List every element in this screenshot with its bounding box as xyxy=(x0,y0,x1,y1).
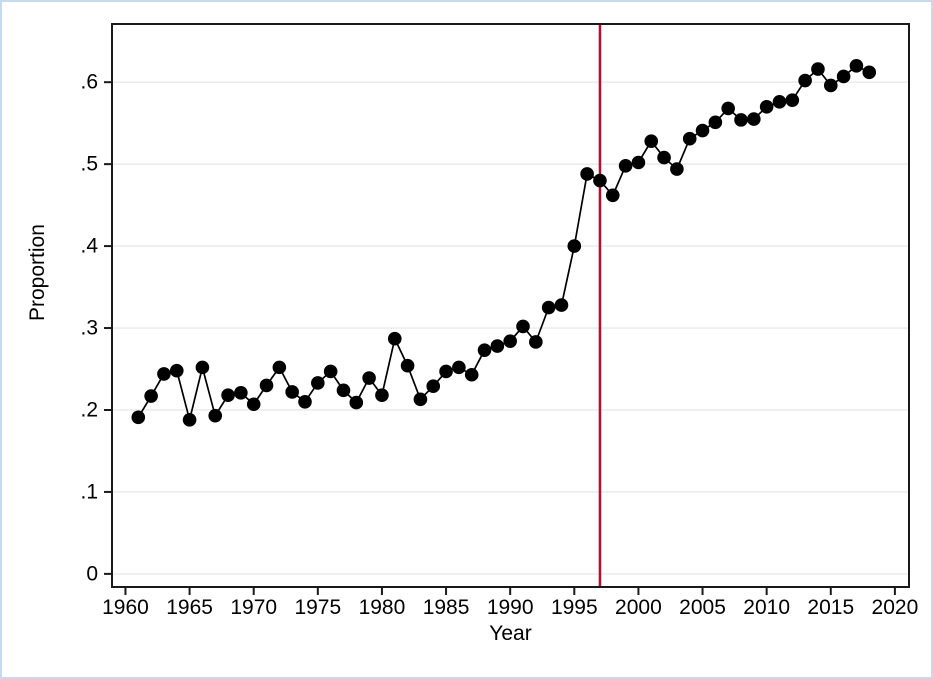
x-tick-label-2000: 2000 xyxy=(615,596,662,619)
x-tick-label-1995: 1995 xyxy=(551,596,598,619)
data-point-1995 xyxy=(567,239,582,253)
x-tick-label-2020: 2020 xyxy=(872,596,919,619)
y-axis-title: Proportion xyxy=(26,224,49,321)
data-point-1986 xyxy=(452,360,466,375)
data-point-1963 xyxy=(157,367,171,381)
data-point-2003 xyxy=(670,162,684,176)
data-point-1968 xyxy=(221,388,235,403)
data-point-1993 xyxy=(541,300,556,315)
data-point-1972 xyxy=(272,360,287,375)
y-tick-label-.4: .4 xyxy=(80,235,98,258)
data-point-2017 xyxy=(849,58,864,73)
data-point-2001 xyxy=(644,134,659,148)
data-point-1973 xyxy=(285,385,299,399)
data-point-1964 xyxy=(169,363,184,378)
data-point-1962 xyxy=(144,389,158,403)
data-point-2002 xyxy=(657,150,671,165)
data-point-1966 xyxy=(195,360,210,375)
x-tick-label-1965: 1965 xyxy=(166,596,213,619)
x-tick-label-1970: 1970 xyxy=(230,596,277,619)
data-point-1984 xyxy=(426,379,441,394)
y-tick-label-0: 0 xyxy=(86,562,98,585)
data-point-2010 xyxy=(759,99,774,114)
data-point-2007 xyxy=(721,101,735,116)
data-point-2000 xyxy=(631,155,646,170)
data-point-2014 xyxy=(811,62,825,76)
data-point-1990 xyxy=(503,334,517,348)
x-tick-label-2010: 2010 xyxy=(743,596,790,619)
x-tick-label-1960: 1960 xyxy=(102,596,149,619)
data-point-1979 xyxy=(362,371,376,385)
x-tick-label-1985: 1985 xyxy=(423,596,470,619)
data-point-1981 xyxy=(387,331,402,346)
data-point-1982 xyxy=(400,358,415,373)
data-point-2013 xyxy=(798,73,812,88)
data-point-2006 xyxy=(708,115,723,130)
data-point-1970 xyxy=(246,397,261,412)
x-tick-label-2015: 2015 xyxy=(807,596,854,619)
data-point-1976 xyxy=(323,364,338,379)
data-point-1967 xyxy=(208,408,223,423)
data-point-1983 xyxy=(413,392,428,407)
data-point-1991 xyxy=(516,319,530,334)
data-point-1988 xyxy=(477,343,492,357)
data-point-2015 xyxy=(823,78,838,93)
y-tick-label-.3: .3 xyxy=(80,317,98,340)
data-point-1998 xyxy=(605,188,620,203)
data-point-2009 xyxy=(747,112,761,126)
y-tick-label-.2: .2 xyxy=(80,398,98,421)
y-tick-label-.6: .6 xyxy=(80,71,98,94)
x-axis-title: Year xyxy=(489,622,532,645)
data-point-1978 xyxy=(349,395,364,410)
data-point-1994 xyxy=(554,298,569,312)
data-point-1971 xyxy=(259,378,274,393)
data-point-2016 xyxy=(836,69,851,84)
x-tick-label-2005: 2005 xyxy=(679,596,726,619)
plot-frame xyxy=(111,23,910,588)
data-point-1974 xyxy=(298,394,312,409)
data-point-2008 xyxy=(734,113,748,127)
data-point-1980 xyxy=(375,388,389,403)
data-point-1992 xyxy=(529,335,543,349)
data-point-1996 xyxy=(580,167,594,181)
data-point-1989 xyxy=(490,339,505,353)
y-tick-label-.5: .5 xyxy=(80,153,98,176)
data-point-2011 xyxy=(772,95,787,109)
x-tick-label-1980: 1980 xyxy=(359,596,406,619)
data-point-1965 xyxy=(182,413,197,427)
data-point-2005 xyxy=(695,123,710,138)
data-point-1977 xyxy=(336,383,351,398)
y-tick-label-.1: .1 xyxy=(80,480,98,503)
data-point-1987 xyxy=(464,367,479,382)
data-point-1975 xyxy=(311,376,325,390)
x-tick-label-1975: 1975 xyxy=(294,596,341,619)
data-point-1999 xyxy=(618,158,633,173)
data-point-1997 xyxy=(593,173,607,188)
data-point-1969 xyxy=(234,385,248,400)
x-tick-label-1990: 1990 xyxy=(487,596,534,619)
data-point-2004 xyxy=(682,131,697,146)
data-point-2012 xyxy=(785,93,800,108)
data-point-1985 xyxy=(439,364,453,379)
data-point-1961 xyxy=(131,410,146,425)
data-point-2018 xyxy=(862,65,877,80)
